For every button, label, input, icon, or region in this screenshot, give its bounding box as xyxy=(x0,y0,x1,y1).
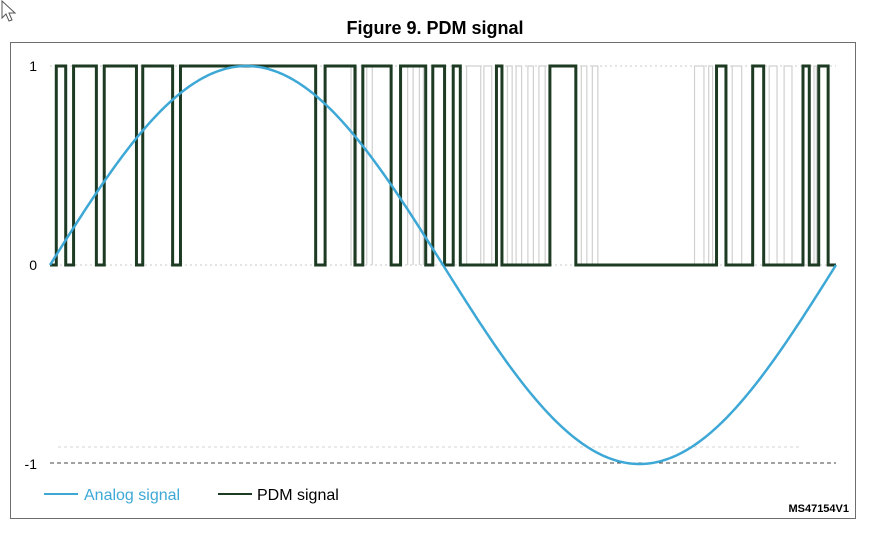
pdm-ghost-pulse xyxy=(366,65,373,265)
pdm-ghost-pulse xyxy=(708,65,714,265)
analog-signal-line xyxy=(48,64,838,466)
pdm-series-layer xyxy=(50,64,836,267)
mouse-cursor-icon xyxy=(1,0,17,22)
y-tick-label: -1 xyxy=(25,456,38,472)
pdm-ghost-pulse xyxy=(693,65,705,265)
pdm-ghost-layer xyxy=(350,65,817,265)
pdm-ghost-pulse xyxy=(465,65,482,265)
y-tick-layer: 1 0 -1 xyxy=(25,58,38,472)
pdm-ghost-pulse xyxy=(407,65,414,265)
legend-analog-label: Analog signal xyxy=(84,487,180,504)
y-tick-label: 1 xyxy=(29,58,37,74)
pdm-ghost-pulse xyxy=(768,65,778,265)
pdm-ghost-pulse xyxy=(483,65,493,265)
pdm-ghost-pulse xyxy=(527,65,534,265)
figure-ref-id: MS47154V1 xyxy=(788,503,849,515)
pdm-ghost-pulse xyxy=(515,65,523,265)
pdm-ghost-pulse xyxy=(783,65,793,265)
chart-frame xyxy=(10,42,856,519)
pdm-ghost-pulse xyxy=(813,65,817,265)
pdm-signal-line xyxy=(50,64,836,267)
figure-title: Figure 9. PDM signal xyxy=(346,18,524,38)
analog-series-layer xyxy=(48,64,838,466)
legend-pdm-label: PDM signal xyxy=(257,487,339,504)
pdm-ghost-pulse xyxy=(506,65,513,265)
pdm-ghost-pulse xyxy=(731,65,743,265)
pdm-ghost-pulse xyxy=(591,65,599,265)
y-tick-label: 0 xyxy=(29,257,37,273)
pdm-ghost-pulse xyxy=(538,65,546,265)
pdm-ghost-pulse xyxy=(580,65,588,265)
legend: Analog signal PDM signal xyxy=(44,487,339,504)
